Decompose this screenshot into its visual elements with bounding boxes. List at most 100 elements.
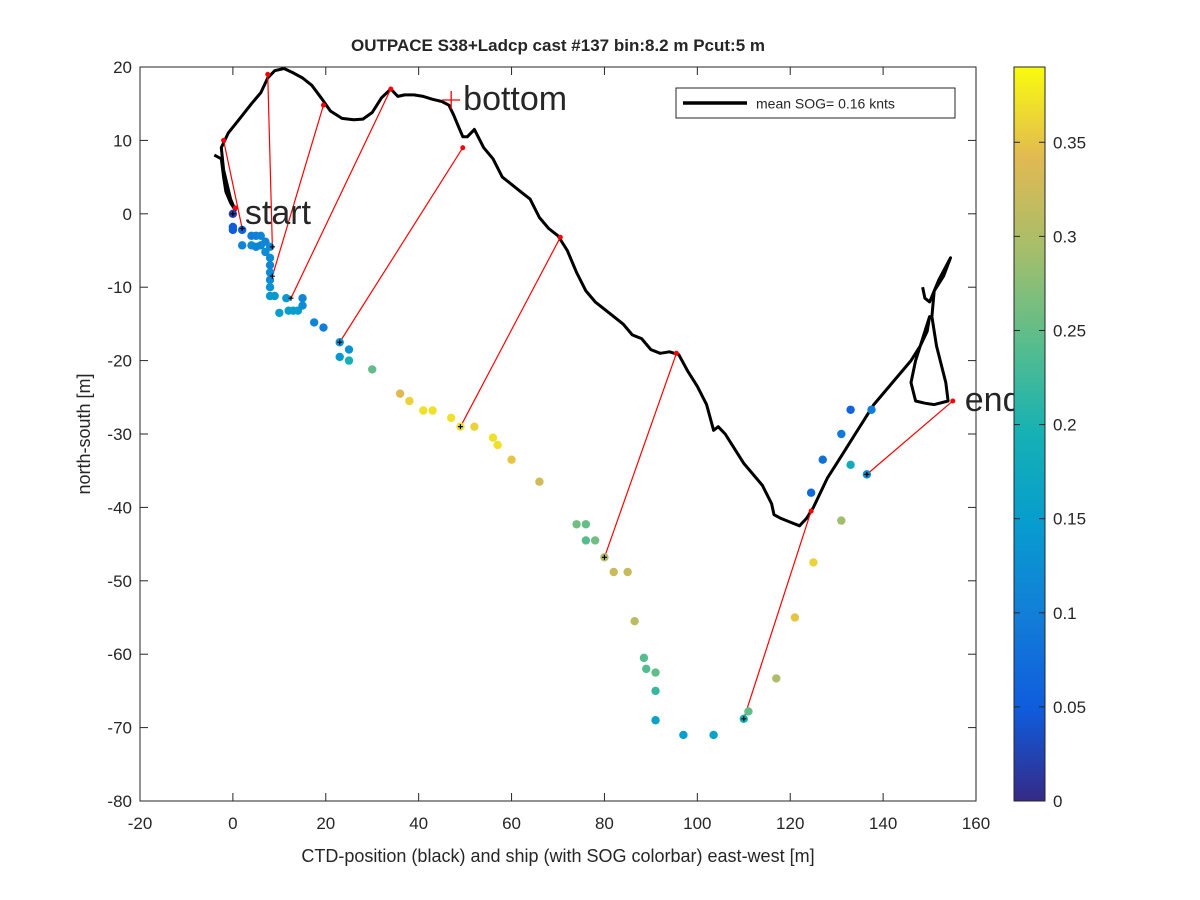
ship-sog-point-59 bbox=[679, 730, 688, 740]
ship-ctd-connector-6 bbox=[459, 237, 561, 427]
ship-sog-point-51 bbox=[609, 567, 618, 577]
ship-sog-point-15 bbox=[265, 260, 275, 270]
y-tick-label-0: -80 bbox=[107, 792, 132, 811]
colorbar-gradient bbox=[1013, 66, 1046, 802]
ship-ctd-connector-7 bbox=[603, 353, 677, 558]
x-tick-label-5: 80 bbox=[595, 814, 614, 833]
ship-position-star-8 bbox=[741, 716, 747, 722]
ship-sog-point-54 bbox=[639, 653, 649, 663]
ship-position-star-6 bbox=[457, 424, 463, 430]
ship-sog-point-28 bbox=[309, 318, 319, 327]
colorbar-tick-label-3: 0.15 bbox=[1053, 510, 1086, 529]
ship-sog-point-41 bbox=[470, 422, 479, 431]
y-tick-label-4: -40 bbox=[107, 498, 132, 517]
ship-sog-point-68 bbox=[818, 455, 827, 464]
ship-sog-point-31 bbox=[335, 352, 344, 362]
y-tick-label-1: -70 bbox=[107, 719, 132, 738]
ship-sog-point-52 bbox=[623, 567, 632, 577]
ship-sog-point-72 bbox=[867, 405, 876, 414]
ctd-position-marker-1 bbox=[221, 137, 227, 143]
ship-sog-point-16 bbox=[265, 268, 275, 277]
ship-sog-point-8 bbox=[256, 231, 265, 241]
ctd-position-marker-4 bbox=[388, 86, 394, 92]
ctd-position-marker-3 bbox=[320, 102, 326, 108]
ctd-position-marker-2 bbox=[265, 71, 271, 77]
ship-sog-point-56 bbox=[651, 668, 660, 677]
ship-sog-point-17 bbox=[265, 275, 275, 285]
ctd-position-marker-7 bbox=[673, 350, 679, 356]
ship-sog-point-37 bbox=[419, 406, 428, 415]
colorbar-tick-label-6: 0.3 bbox=[1053, 227, 1077, 246]
x-axis-label: CTD-position (black) and ship (with SOG … bbox=[301, 846, 814, 866]
ship-ctd-connector-4 bbox=[290, 88, 392, 299]
ship-sog-point-21 bbox=[275, 308, 284, 318]
ship-sog-point-49 bbox=[590, 536, 600, 545]
ctd-track-line bbox=[213, 67, 952, 528]
ship-sog-point-39 bbox=[446, 413, 456, 423]
x-tick-label-8: 140 bbox=[869, 814, 897, 833]
y-axis-ticks: -80 -70 -60 -50 -40 -30 -20 -10 0 10 20 bbox=[107, 58, 976, 811]
ship-position-star-0 bbox=[230, 211, 236, 217]
ship-sog-point-53 bbox=[630, 616, 639, 626]
ctd-position-marker-6 bbox=[557, 234, 563, 240]
ship-sog-point-14 bbox=[265, 253, 275, 263]
colorbar-tick-label-2: 0.1 bbox=[1053, 604, 1077, 623]
ship-position-star-7 bbox=[601, 554, 607, 560]
ship-position-star-4 bbox=[288, 295, 294, 301]
ship-sog-point-27 bbox=[298, 301, 307, 310]
colorbar-tick-label-4: 0.2 bbox=[1053, 416, 1077, 435]
ship-sog-point-34 bbox=[368, 365, 377, 374]
ship-sog-point-47 bbox=[581, 520, 591, 529]
colorbar-tick-label-7: 0.35 bbox=[1053, 133, 1086, 152]
annotation-bottom: bottom bbox=[463, 80, 567, 118]
ship-ctd-connector-3 bbox=[271, 104, 325, 277]
colorbar: 0 0.05 0.1 0.15 0.2 0.25 0.3 0.35 bbox=[1013, 66, 1086, 811]
y-tick-label-3: -50 bbox=[107, 572, 132, 591]
ship-ctd-connector-5 bbox=[339, 147, 464, 343]
colorbar-tick-label-0: 0 bbox=[1053, 792, 1062, 811]
plot-area bbox=[140, 67, 976, 801]
x-tick-label-6: 100 bbox=[683, 814, 711, 833]
legend: mean SOG= 0.16 knts bbox=[675, 87, 956, 119]
annotation-end: end bbox=[965, 381, 1022, 419]
x-tick-label-4: 60 bbox=[502, 814, 521, 833]
ctd-position-marker-9 bbox=[950, 398, 956, 404]
ship-sog-point-64 bbox=[790, 613, 800, 622]
annotation-layer: start bottom end bbox=[245, 80, 1022, 419]
ship-sog-point-26 bbox=[298, 294, 307, 303]
ship-ctd-connector-9 bbox=[866, 400, 954, 475]
ctd-position-marker-5 bbox=[460, 145, 466, 151]
ship-sog-point-67 bbox=[806, 488, 816, 497]
ship-sog-point-69 bbox=[837, 429, 846, 439]
ship-sog-point-22 bbox=[282, 294, 291, 303]
ship-position-star-5 bbox=[337, 339, 343, 345]
x-tick-label-0: -20 bbox=[128, 814, 153, 833]
ship-sog-point-71 bbox=[846, 405, 855, 414]
annotation-start: start bbox=[245, 194, 312, 232]
x-tick-label-3: 40 bbox=[409, 814, 428, 833]
ship-sog-point-60 bbox=[709, 730, 718, 740]
ship-sog-point-46 bbox=[572, 520, 581, 529]
ship-sog-point-42 bbox=[488, 433, 498, 442]
x-tick-label-1: 0 bbox=[228, 814, 237, 833]
ship-sog-point-4 bbox=[237, 241, 247, 250]
legend-entry-mean-sog: mean SOG= 0.16 knts bbox=[756, 96, 895, 112]
ship-ctd-connector-2 bbox=[267, 74, 273, 247]
y-tick-label-2: -60 bbox=[107, 645, 132, 664]
y-tick-label-5: -30 bbox=[107, 425, 132, 444]
x-tick-label-9: 160 bbox=[962, 814, 990, 833]
x-tick-label-2: 20 bbox=[316, 814, 335, 833]
ship-sog-point-58 bbox=[651, 716, 660, 725]
y-tick-label-9: 10 bbox=[113, 131, 132, 150]
ship-sog-point-38 bbox=[428, 406, 437, 415]
ship-ctd-connector-1 bbox=[223, 140, 243, 229]
ship-position-star-9 bbox=[864, 471, 870, 477]
ctd-position-marker-8 bbox=[808, 508, 814, 514]
ship-position-star-2 bbox=[269, 244, 275, 250]
ship-sog-point-57 bbox=[651, 686, 660, 696]
plot-content bbox=[213, 67, 956, 740]
ship-sog-point-43 bbox=[493, 440, 502, 450]
ship-ctd-connector-8 bbox=[743, 510, 812, 719]
ship-sog-point-65 bbox=[809, 558, 818, 567]
